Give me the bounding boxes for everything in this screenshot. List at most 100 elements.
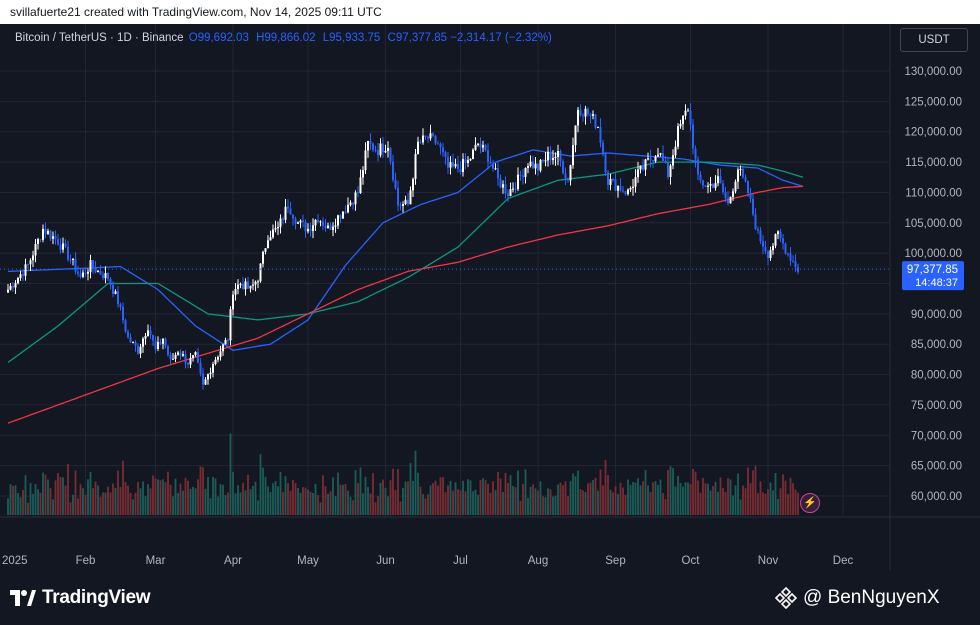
volume-bar	[12, 485, 14, 515]
lightning-icon[interactable]: ⚡	[800, 493, 820, 513]
volume-bar	[664, 499, 667, 515]
candle-body	[597, 126, 599, 128]
candle-body	[149, 330, 152, 335]
volume-bar	[149, 488, 152, 515]
volume-bar	[524, 469, 527, 515]
candle-body	[719, 176, 722, 184]
candle-body	[547, 151, 549, 161]
candle-body	[152, 334, 154, 341]
volume-bar	[87, 479, 89, 515]
candle-body	[647, 158, 649, 160]
volume-bar	[249, 489, 252, 515]
candle-body	[129, 337, 132, 343]
volume-bar	[234, 493, 237, 515]
volume-bar	[137, 482, 139, 515]
candle-body	[464, 159, 467, 163]
volume-bar	[554, 495, 557, 515]
volume-bar	[579, 489, 582, 515]
volume-bar	[517, 470, 519, 515]
volume-bar	[577, 470, 579, 515]
tradingview-logo[interactable]: TradingView	[10, 587, 151, 609]
candle-body	[22, 274, 24, 276]
y-tick-label: 85,000.00	[911, 339, 962, 351]
volume-bar	[164, 482, 167, 515]
candle-body	[404, 199, 407, 205]
volume-bar	[492, 481, 494, 515]
volume-bar	[487, 483, 489, 515]
symbol-name[interactable]: Bitcoin / TetherUS · 1D · Binance	[15, 32, 184, 44]
volume-bar	[564, 481, 567, 515]
candle-body	[352, 202, 354, 205]
volume-bar	[317, 495, 319, 515]
candle-body	[569, 165, 572, 181]
candle-body	[342, 211, 344, 219]
volume-bar	[469, 480, 472, 515]
volume-bar	[402, 487, 404, 515]
candle-body	[254, 281, 257, 285]
candle-body	[774, 234, 777, 246]
volume-bar	[542, 496, 544, 515]
volume-bar	[439, 477, 442, 515]
volume-bar	[489, 492, 492, 515]
candle-body	[142, 338, 144, 347]
volume-bar	[82, 488, 84, 515]
volume-bar	[374, 502, 377, 515]
candle-body	[107, 273, 109, 279]
volume-bar	[662, 492, 664, 515]
candle-body	[709, 184, 712, 186]
volume-bar	[252, 485, 254, 515]
volume-bar	[757, 493, 759, 515]
candle-body	[632, 186, 634, 188]
candle-body	[29, 260, 32, 265]
volume-bar	[772, 490, 774, 515]
bar-countdown: 14:48:37	[915, 277, 958, 289]
candle-body	[579, 109, 582, 116]
candle-body	[599, 126, 602, 143]
candle-body	[159, 342, 162, 344]
volume-bar	[239, 492, 242, 515]
candle-body	[42, 228, 44, 240]
candle-body	[757, 229, 759, 231]
volume-bar	[124, 482, 127, 515]
candle-body	[787, 253, 789, 255]
x-tick-label: Oct	[682, 555, 701, 567]
candle-body	[727, 198, 729, 204]
candle-body	[697, 159, 699, 175]
candle-body	[739, 168, 742, 170]
candle-body	[412, 178, 414, 191]
volume-bar	[357, 483, 359, 515]
price-chart[interactable]: 130,000.00 125,000.00 120,000.00 115,000.00…	[0, 24, 980, 570]
y-tick-label: 125,000.00	[904, 96, 962, 108]
currency-button[interactable]: USDT	[900, 28, 968, 52]
candle-body	[782, 238, 784, 244]
volume-bar	[387, 496, 389, 515]
candle-body	[744, 177, 747, 182]
candle-body	[534, 163, 537, 169]
candle-body	[82, 272, 84, 277]
volume-bar	[97, 485, 99, 515]
volume-bar	[717, 491, 719, 515]
candle-body	[202, 373, 204, 385]
candle-body	[274, 228, 277, 230]
volume-bar	[597, 490, 599, 515]
volume-bar	[414, 450, 417, 515]
volume-bar	[144, 496, 147, 515]
candle-body	[329, 225, 332, 230]
volume-bar	[322, 475, 324, 515]
volume-bar	[744, 488, 747, 515]
candle-body	[114, 291, 117, 294]
volume-bar	[344, 483, 347, 515]
chart-area[interactable]: 130,000.00 125,000.00 120,000.00 115,000.00…	[0, 24, 980, 570]
volume-bar	[532, 484, 534, 515]
volume-bar	[19, 497, 22, 515]
volume-bar	[742, 485, 744, 515]
candle-body	[759, 230, 762, 242]
candle-body	[424, 135, 427, 137]
candle-body	[682, 115, 684, 125]
volume-bar	[587, 483, 589, 515]
volume-bar	[687, 482, 689, 515]
volume-bar	[694, 471, 697, 515]
volume-bar	[739, 499, 742, 515]
volume-bar	[122, 460, 124, 515]
candle-body	[294, 218, 297, 224]
